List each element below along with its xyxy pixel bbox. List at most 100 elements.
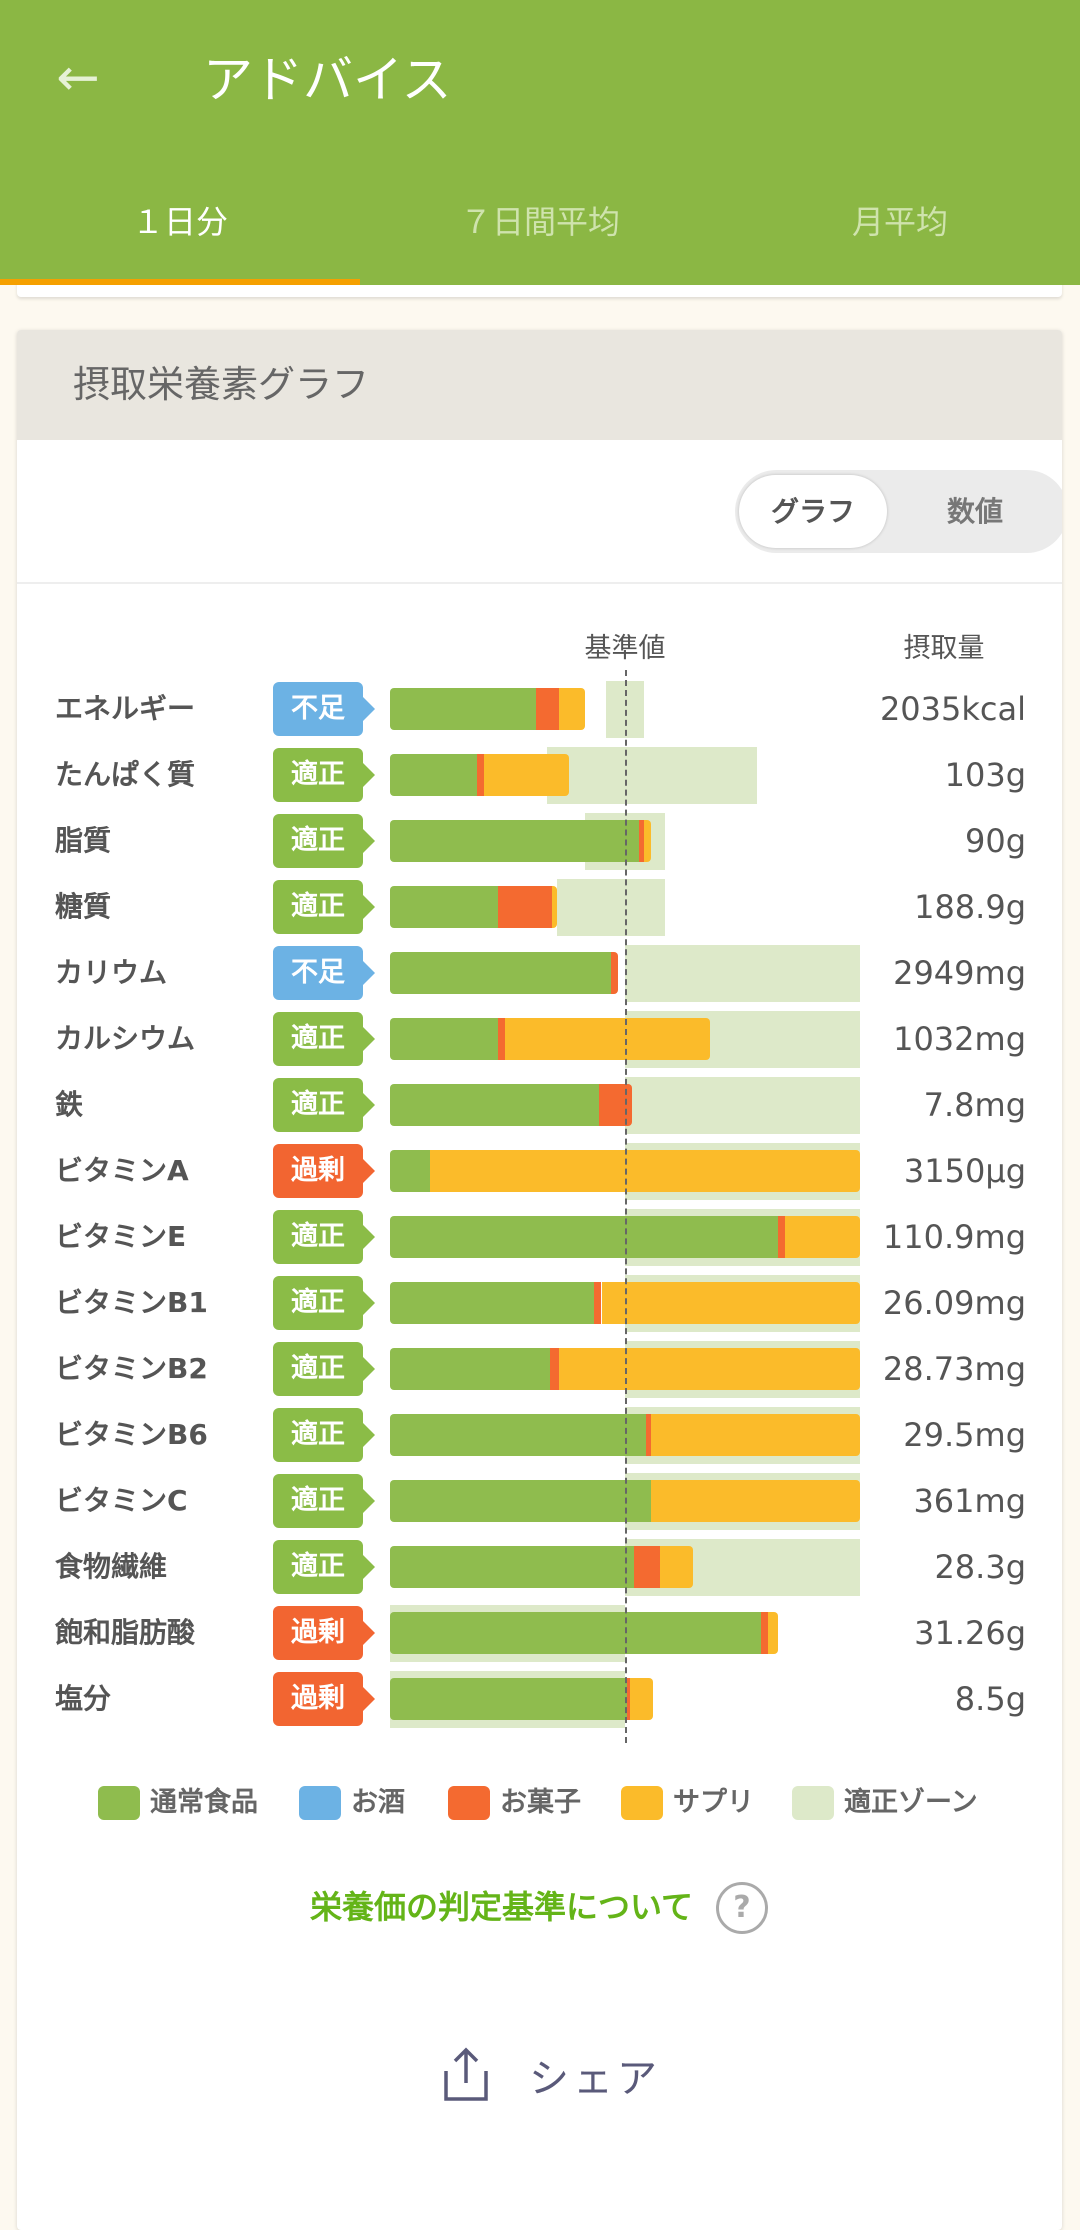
status-badge: 過剰 (273, 1606, 375, 1660)
legend-swatch (792, 1786, 834, 1820)
bar-segment-snack (535, 688, 560, 730)
view-toggle[interactable]: グラフ 数値 (735, 470, 1062, 553)
nutrient-label: ビタミンB6 (55, 1418, 208, 1451)
status-badge: 適正 (273, 1078, 375, 1132)
status-badge: 適正 (273, 1408, 375, 1462)
status-badge: 適正 (273, 1012, 375, 1066)
intake-value: 2035kcal (879, 690, 1026, 728)
intake-value: 188.9g (914, 888, 1026, 926)
status-badge: 適正 (273, 1276, 375, 1330)
tab-monthly-average[interactable]: 月平均 (851, 203, 948, 241)
bar-segment-supplement (629, 1678, 654, 1720)
toggle-graph[interactable]: グラフ (739, 475, 887, 548)
bar-segment-snack (610, 952, 618, 994)
nutrient-label: たんぱく質 (55, 758, 196, 791)
status-badge: 過剰 (273, 1144, 375, 1198)
bar-segment-food (390, 952, 611, 994)
bar-segment-supplement (559, 1348, 860, 1390)
bar-segment-food (390, 1282, 595, 1324)
tab-7day-average[interactable]: ７日間平均 (459, 203, 620, 241)
bar-segment-supplement (784, 1216, 860, 1258)
nutrient-label: ビタミンA (55, 1154, 189, 1187)
question-circle-icon[interactable]: ? (716, 1882, 768, 1934)
intake-value: 7.8mg (923, 1086, 1026, 1124)
nutrient-label: 糖質 (55, 890, 112, 923)
intake-value: 31.26g (914, 1614, 1026, 1652)
status-badge: 適正 (273, 748, 375, 802)
nutrient-label: 脂質 (55, 824, 112, 857)
legend-swatch (98, 1786, 140, 1820)
bar-segment-supplement (650, 1414, 860, 1456)
bar-segment-food (390, 688, 536, 730)
legend-label: 適正ゾーン (844, 1787, 978, 1818)
nutrient-label: ビタミンB2 (55, 1352, 208, 1385)
nutrient-label: カルシウム (55, 1022, 196, 1055)
optimal-zone (556, 879, 665, 936)
legend-label: お菓子 (500, 1787, 581, 1818)
nutrient-label: 鉄 (55, 1088, 84, 1121)
intake-value: 110.9mg (882, 1218, 1026, 1256)
bar-segment-food (390, 1612, 762, 1654)
legend-swatch (621, 1786, 663, 1820)
bar-segment-food (390, 1348, 550, 1390)
status-badge: 不足 (273, 682, 375, 736)
intake-value: 1032mg (893, 1020, 1026, 1058)
optimal-zone (547, 747, 757, 804)
bar-segment-supplement (484, 754, 569, 796)
intake-value: 2949mg (893, 954, 1026, 992)
intake-header: 摂取量 (903, 633, 985, 664)
bar-segment-snack (634, 1546, 661, 1588)
status-badge: 適正 (273, 814, 375, 868)
share-button[interactable]: シェア (441, 2045, 661, 2105)
intake-value: 3150µg (903, 1152, 1026, 1190)
nutrient-label: ビタミンC (55, 1484, 188, 1517)
app-bar: ← アドバイス １日分 ７日間平均 月平均 (0, 0, 1080, 285)
bar-segment-supplement (601, 1282, 860, 1324)
legend-label: 通常食品 (150, 1787, 258, 1818)
bar-segment-snack (476, 754, 484, 796)
status-badge: 適正 (273, 1342, 375, 1396)
share-icon (444, 2047, 488, 2101)
legend-label: サプリ (673, 1787, 754, 1818)
card-title: 摂取栄養素グラフ (17, 330, 1062, 440)
bar-segment-supplement (552, 886, 557, 928)
toggle-numeric[interactable]: 数値 (946, 495, 1003, 528)
nutrient-label: 食物繊維 (55, 1550, 168, 1583)
nutrient-label: 塩分 (55, 1682, 112, 1715)
divider (17, 582, 1062, 584)
optimal-zone (606, 681, 644, 738)
page-title: アドバイス (203, 51, 452, 109)
criteria-link[interactable]: 栄養価の判定基準について (310, 1888, 694, 1926)
status-badge: 適正 (273, 1474, 375, 1528)
bar-segment-food (390, 1084, 600, 1126)
bar-segment-food (390, 1150, 430, 1192)
bar-segment-food (390, 1414, 647, 1456)
status-badge: 適正 (273, 880, 375, 934)
bar-segment-supplement (643, 820, 651, 862)
nutrient-label: エネルギー (55, 692, 196, 725)
bar-segment-snack (599, 1084, 633, 1126)
nutrient-label: 飽和脂肪酸 (55, 1616, 196, 1649)
bar-segment-food (390, 1678, 628, 1720)
reference-header: 基準値 (584, 633, 666, 664)
intake-value: 361mg (913, 1482, 1026, 1520)
bar-segment-supplement (650, 1480, 860, 1522)
arrow-left-icon[interactable]: ← (56, 48, 100, 108)
bar-segment-snack (549, 1348, 560, 1390)
bar-segment-food (390, 820, 640, 862)
reference-line (625, 670, 627, 1743)
status-badge: 適正 (273, 1210, 375, 1264)
optimal-zone (625, 945, 860, 1002)
bar-segment-supplement (559, 688, 586, 730)
share-label: シェア (529, 2056, 661, 2102)
bar-segment-supplement (660, 1546, 694, 1588)
status-badge: 過剰 (273, 1672, 375, 1726)
intake-value: 8.5g (954, 1680, 1026, 1718)
bar-segment-snack (594, 1282, 602, 1324)
tab-daily[interactable]: １日分 (131, 203, 228, 241)
intake-value: 90g (964, 822, 1026, 860)
bar-segment-food (390, 754, 477, 796)
bar-segment-food (390, 1216, 778, 1258)
bar-segment-snack (777, 1216, 785, 1258)
legend-label: お酒 (351, 1787, 405, 1818)
